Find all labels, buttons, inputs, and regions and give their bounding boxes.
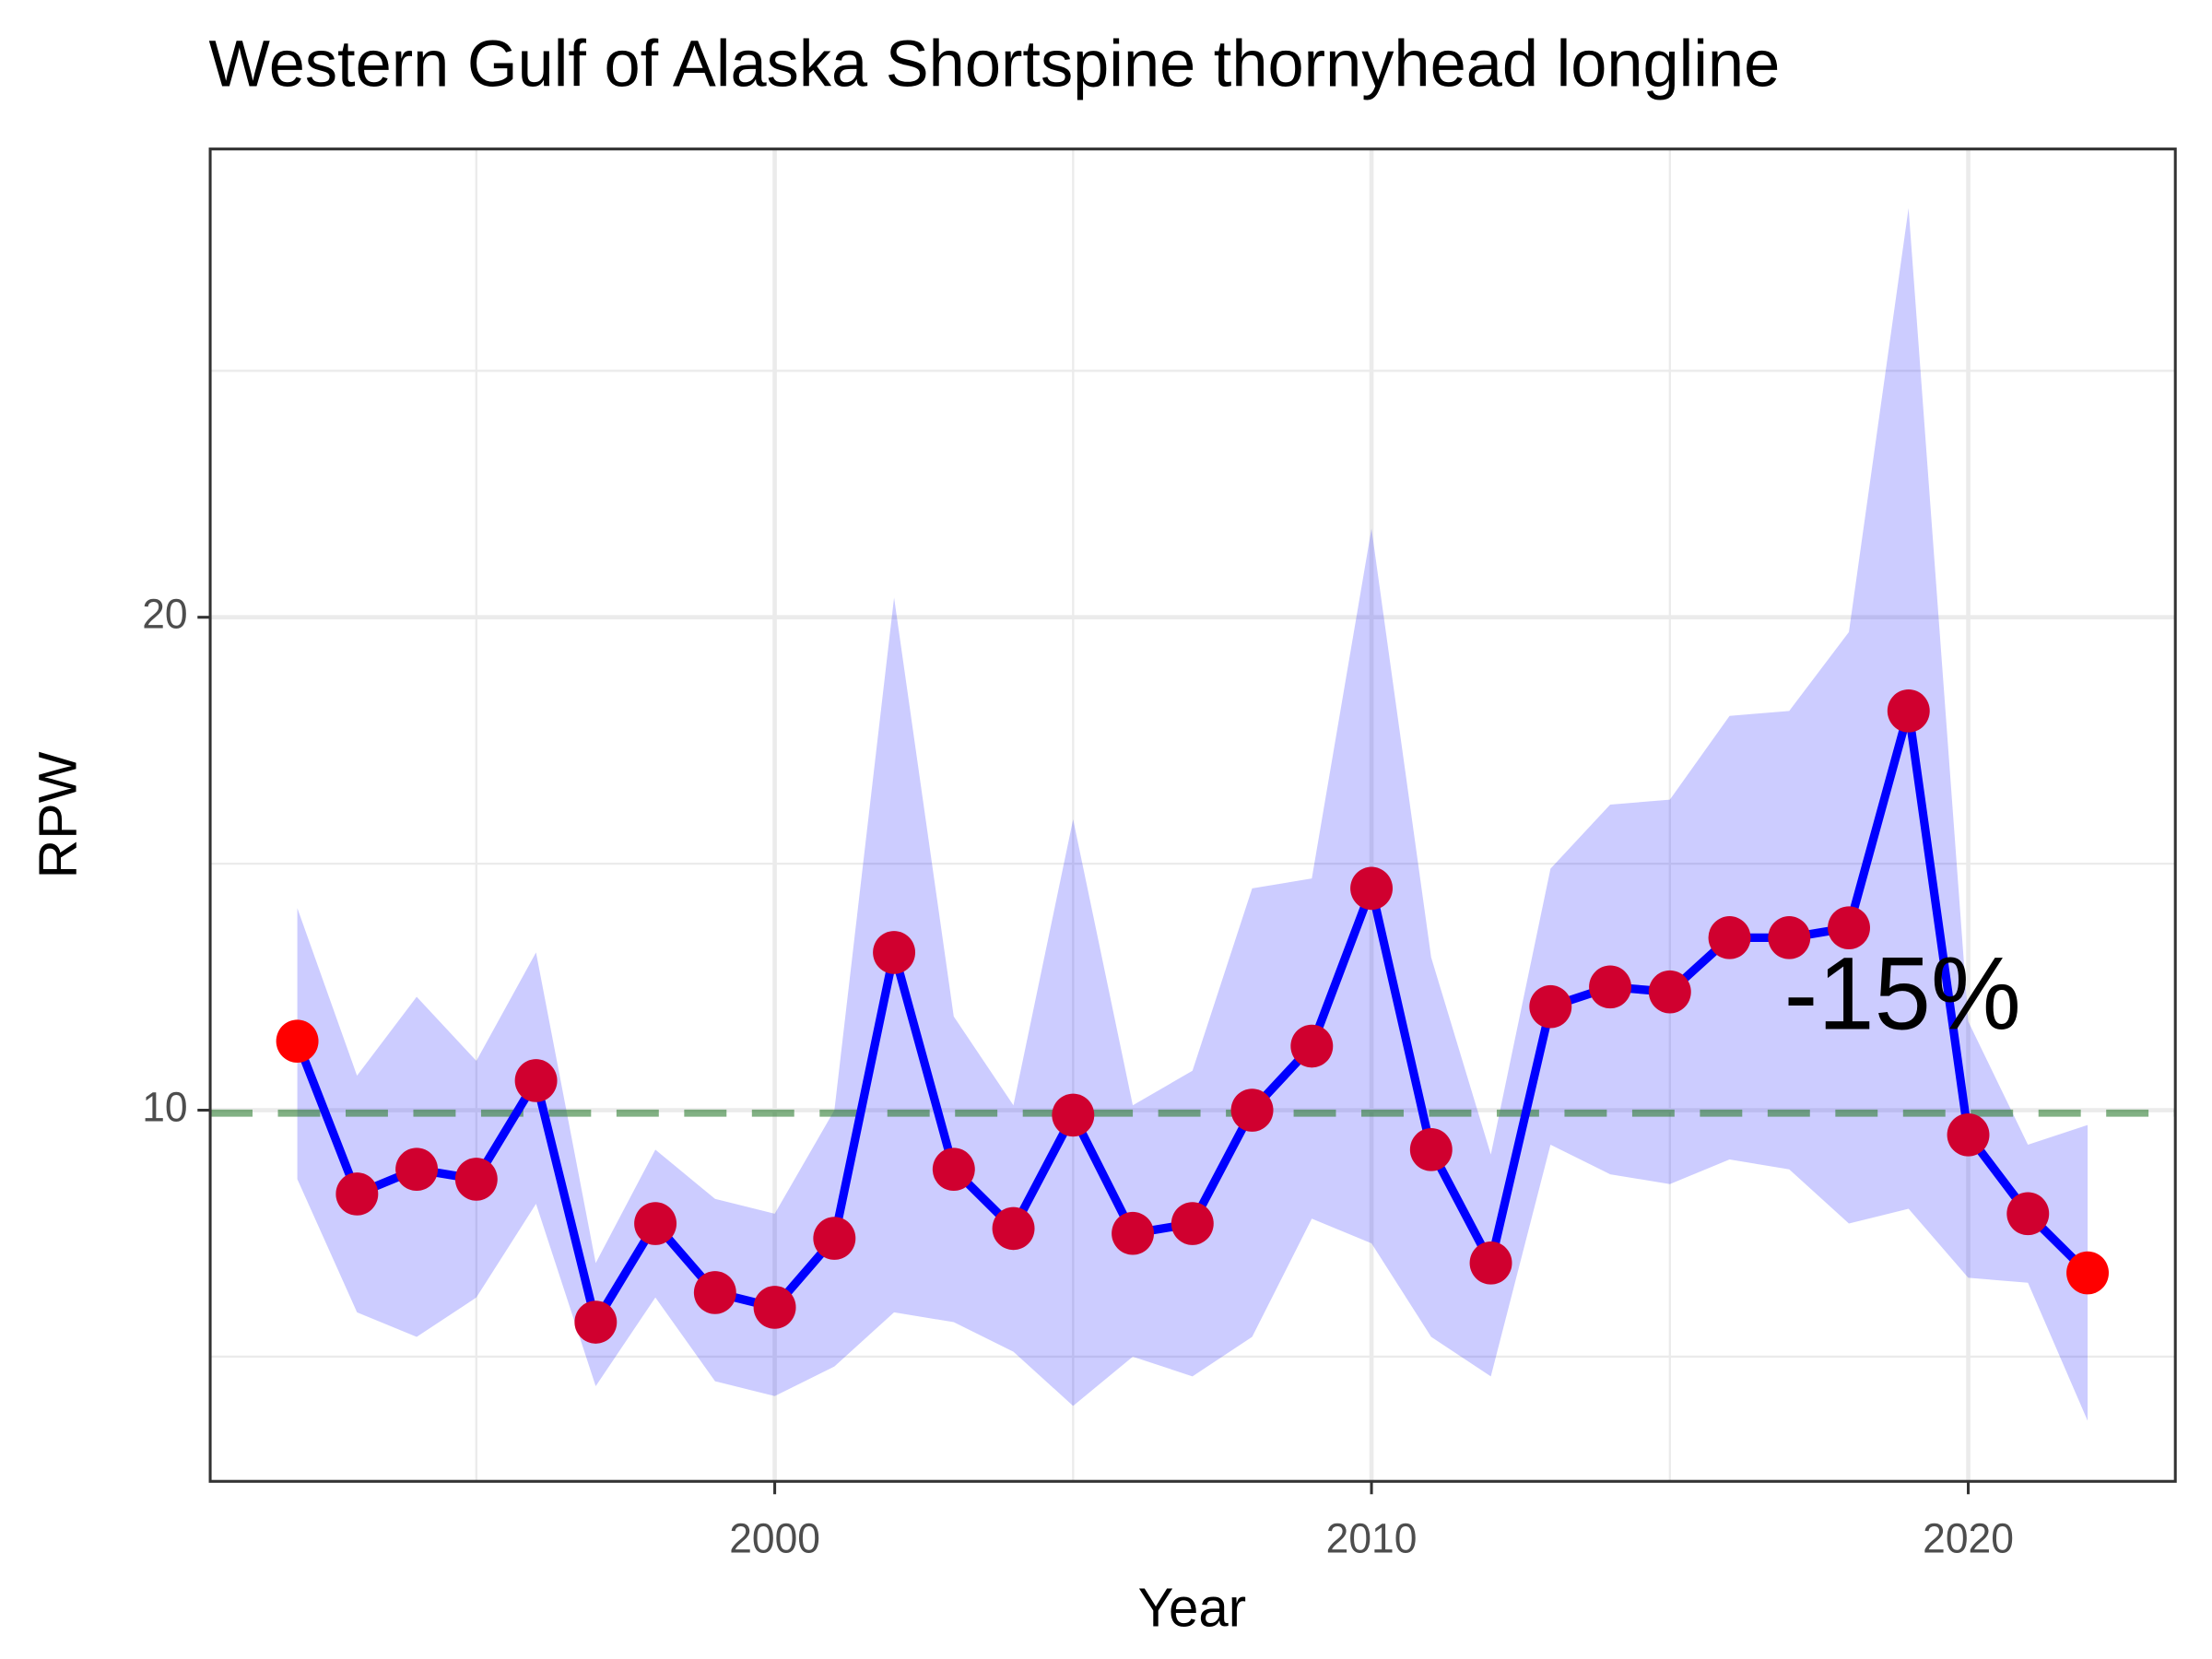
data-point xyxy=(1230,1088,1274,1132)
data-point xyxy=(1529,984,1572,1029)
data-point xyxy=(1648,970,1691,1014)
data-point xyxy=(634,1202,677,1245)
data-point xyxy=(1290,1024,1334,1068)
chart-title: Western Gulf of Alaska Shortspine thorny… xyxy=(209,28,1781,101)
data-point xyxy=(1409,1128,1453,1171)
data-point xyxy=(454,1158,498,1201)
data-point xyxy=(335,1172,379,1216)
data-point xyxy=(514,1059,558,1102)
plot-border xyxy=(208,147,2177,1483)
data-point xyxy=(693,1271,736,1314)
data-point xyxy=(873,931,916,974)
data-point xyxy=(1887,689,1930,733)
y-tick-label: 10 xyxy=(142,1085,187,1130)
y-tick-label: 20 xyxy=(142,592,187,637)
data-point xyxy=(574,1300,618,1344)
data-point xyxy=(1171,1202,1214,1245)
data-point xyxy=(932,1147,975,1192)
annotation: -15% xyxy=(1784,935,2021,1052)
data-point xyxy=(2066,1251,2109,1295)
data-point xyxy=(1708,916,1751,959)
data-point xyxy=(2006,1192,2050,1236)
x-tick-label: 2010 xyxy=(1326,1516,1418,1561)
data-point xyxy=(1052,1093,1095,1137)
x-tick-label: 2000 xyxy=(729,1516,820,1561)
data-point xyxy=(395,1147,439,1192)
x-axis-title: Year xyxy=(1138,1578,1247,1638)
data-point xyxy=(1469,1241,1512,1285)
data-point xyxy=(1112,1211,1155,1255)
x-tick-label: 2020 xyxy=(1923,1516,2014,1561)
data-point xyxy=(1768,916,1811,959)
data-point xyxy=(1350,866,1394,911)
data-point xyxy=(753,1286,796,1329)
confidence-ribbon xyxy=(297,207,2088,1421)
data-point xyxy=(276,1019,319,1063)
data-point xyxy=(992,1206,1035,1251)
data-point xyxy=(1589,965,1632,1009)
data-point xyxy=(1828,906,1870,949)
data-point xyxy=(813,1217,856,1260)
data-point xyxy=(1947,1112,1990,1157)
y-axis-title: RPW xyxy=(29,751,88,878)
